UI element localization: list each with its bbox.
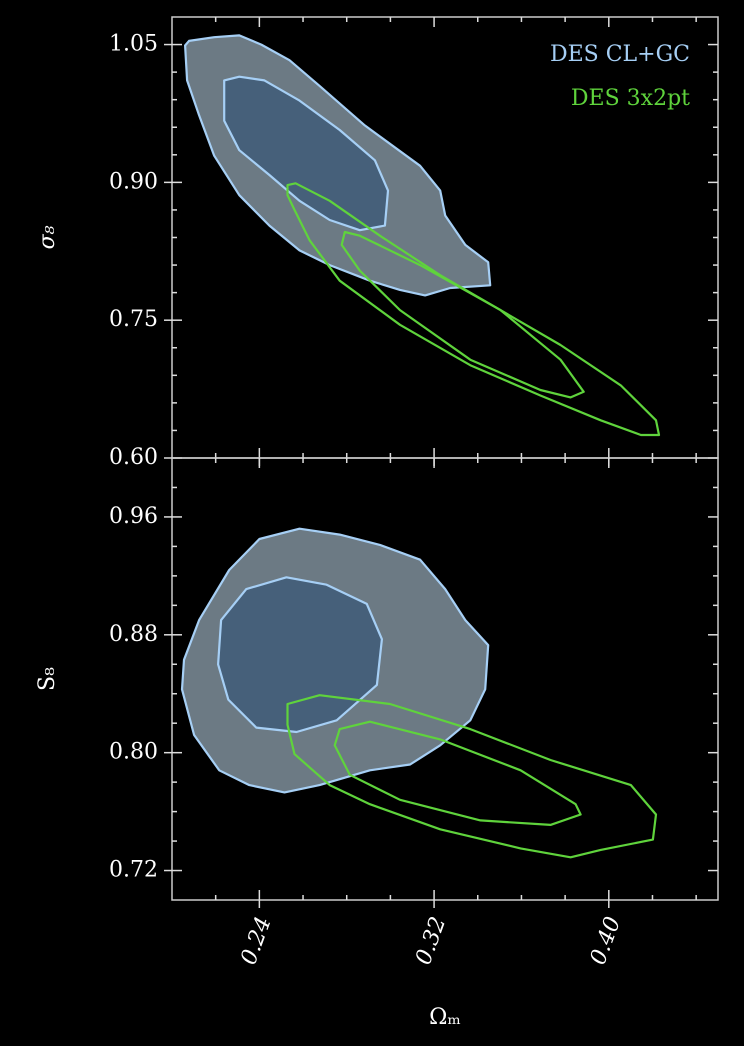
y-tick-label: 0.60 [109, 445, 158, 470]
x-tick-label: 0.40 [586, 914, 626, 969]
contour [286, 694, 658, 859]
contour [340, 230, 585, 399]
legend-label: DES CL+GC [550, 42, 690, 67]
x-tick-label: 0.32 [411, 914, 451, 969]
contour [217, 576, 383, 734]
y-tick-label: 0.80 [109, 740, 158, 765]
y-axis-label: S₈ [35, 667, 60, 691]
y-tick-label: 1.05 [109, 32, 158, 57]
y-tick-label: 0.96 [109, 504, 158, 529]
x-axis-label: Ωₘ [429, 1005, 461, 1030]
y-tick-label: 0.75 [109, 307, 158, 332]
legend-label: DES 3x2pt [571, 86, 690, 111]
plot-frame [171, 457, 719, 901]
y-axis-label: σ₈ [35, 225, 60, 249]
x-tick-label: 0.24 [236, 914, 276, 969]
contour [286, 182, 661, 437]
y-tick-label: 0.88 [109, 622, 158, 647]
y-tick-label: 0.72 [109, 858, 158, 883]
contour [333, 720, 582, 826]
contour [223, 75, 390, 232]
y-tick-label: 0.90 [109, 169, 158, 194]
